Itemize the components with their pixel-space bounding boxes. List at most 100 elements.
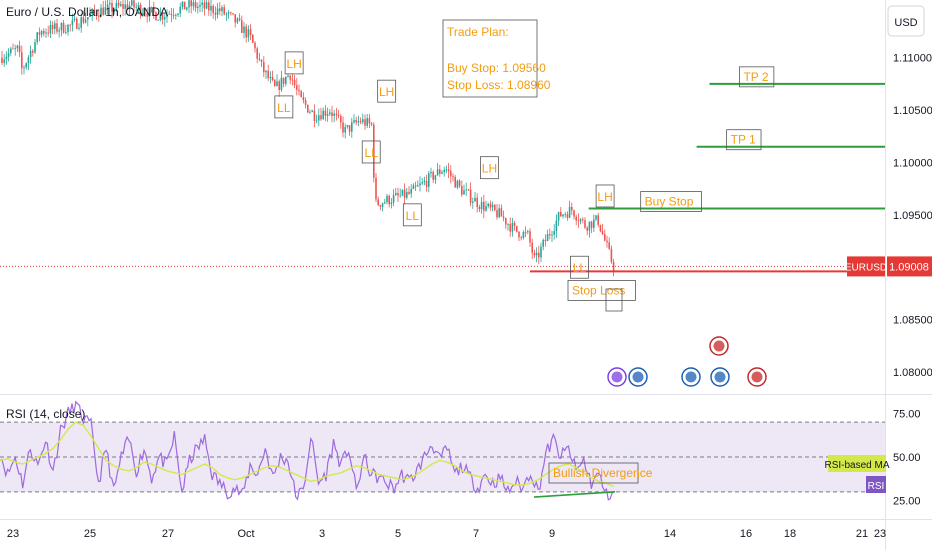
candle-body [243,26,245,33]
candle-body [311,110,313,112]
candle-body [366,118,368,126]
candle-body [159,14,162,21]
candle-body [25,63,27,68]
candle-body [241,20,243,33]
candle-body [111,3,113,12]
candle-body [212,5,214,13]
level-label: Buy Stop [645,195,694,209]
candle-body [280,77,283,90]
event-flag-icon[interactable] [607,367,627,387]
time-tick-label: 7 [473,528,479,540]
symbol-title[interactable]: Euro / U.S. Dollar, 1h, OANDA [6,5,168,19]
candle-body [62,22,65,33]
candle-body [47,32,49,34]
rsi-title[interactable]: RSI (14, close) [6,407,85,421]
candle-body [610,248,613,262]
symbol-tag-bg [847,256,885,277]
candle-body [168,13,170,15]
candle-body [340,116,342,123]
candle-body [260,59,263,62]
candle-body [608,242,610,249]
swing-label-box [274,95,294,119]
candle-body [439,169,441,174]
candle-body [355,120,357,123]
candle-body [476,197,478,208]
candle-body [511,222,514,232]
candle-body [181,1,184,7]
candle-body [238,18,241,21]
candle-body [254,42,256,49]
candle-body [236,18,239,23]
candle-body [410,189,412,194]
candle-body [320,115,322,120]
event-flag-core [713,340,725,352]
divergence-label: Bullish Divergence [553,466,653,480]
candle-body [542,239,544,247]
swing-label-box [480,156,499,180]
candle-body [199,4,201,7]
candle-body [447,169,450,172]
candle-body [544,239,547,242]
candle-body [84,19,87,23]
candle-body [414,185,417,187]
trade-plan-box [442,19,538,98]
candle-body [51,25,54,30]
candle-body [65,32,67,34]
event-flag-core [751,371,763,383]
rsi-pane[interactable] [0,400,885,501]
candle-body [60,22,63,31]
swing-label-ll: LL [570,255,589,279]
candle-body [397,192,399,196]
candle-body [509,224,511,232]
candle-body [45,32,47,34]
candle-body [256,48,258,59]
candle-body [513,222,516,226]
candle-body [386,195,388,203]
level-label: Stop Loss [572,283,625,297]
candle-body [474,197,476,202]
candle-body [120,4,122,6]
candle-body [566,214,569,218]
candle-body [271,77,274,81]
candle-body [601,231,604,235]
candle-body [201,2,203,5]
candle-body [14,48,16,50]
candle-body [370,123,373,125]
candle-body [507,224,509,225]
candle-body [326,114,329,116]
price-tick-label: 1.11000 [893,53,932,65]
level-label-box [726,129,762,151]
rsi-tick-label: 50.00 [893,452,921,464]
event-flag-icon[interactable] [710,367,730,387]
candle-body [293,80,296,86]
candle-body [478,207,481,210]
candle-body [73,18,76,21]
candle-body [263,61,265,73]
candle-body [32,50,34,53]
candle-body [458,180,461,186]
candle-body [344,126,346,133]
candle-body [500,208,503,217]
candle-body [179,6,181,14]
candle-body [234,14,236,23]
event-flag-icon[interactable] [628,367,648,387]
candle-body [21,52,23,69]
candle-body [465,189,467,191]
event-flag-icon[interactable] [681,367,701,387]
candle-body [285,77,287,84]
candle-body [428,173,430,187]
event-flag-icon[interactable] [709,336,729,356]
candle-body [104,7,107,15]
candle-body [128,5,131,10]
price-pane[interactable] [0,0,885,277]
candle-body [208,2,210,11]
event-flag-icon[interactable] [747,367,767,387]
candle-body [425,180,428,187]
currency-button[interactable]: USD [887,5,925,37]
candle-body [331,112,333,116]
candle-body [58,30,60,32]
candle-body [36,32,38,43]
swing-label-text: LL [573,261,587,275]
candle-body [485,206,487,211]
